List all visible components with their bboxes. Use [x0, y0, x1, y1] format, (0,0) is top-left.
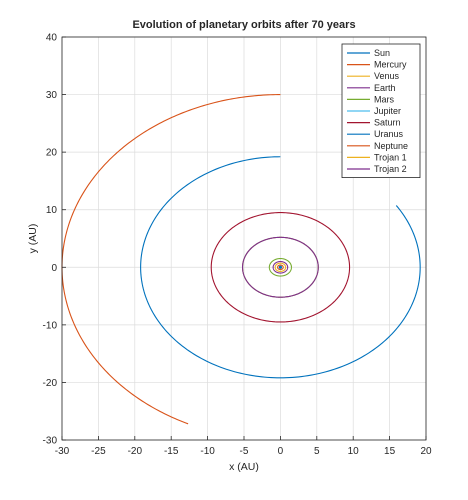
series-uranus	[140, 156, 421, 379]
legend-label-venus: Venus	[374, 71, 400, 81]
series-neptune	[61, 94, 281, 425]
x-tick-label: -10	[200, 446, 215, 457]
legend-label-saturn: Saturn	[374, 118, 401, 128]
y-tick-label: 0	[51, 263, 57, 274]
legend-label-sun: Sun	[374, 48, 390, 58]
series-venus	[274, 262, 287, 272]
chart-title: Evolution of planetary orbits after 70 y…	[132, 19, 355, 31]
x-tick-label: 20	[420, 446, 432, 457]
y-tick-label: -20	[43, 378, 58, 389]
x-tick-label: -25	[91, 446, 106, 457]
y-tick-label: 30	[46, 90, 58, 101]
x-tick-label: 0	[278, 446, 284, 457]
legend-label-mars: Mars	[374, 94, 394, 104]
y-tick-label: 20	[46, 148, 58, 159]
ticks: -30 -25 -20 -15 -10 -5 0 5 10 15 20 -30 -20 -10 0 10 20 3…	[43, 33, 432, 458]
y-tick-label: -10	[43, 320, 58, 331]
series-mars	[268, 257, 293, 277]
legend-label-neptune: Neptune	[374, 141, 408, 151]
y-tick-label: -30	[43, 436, 58, 447]
x-tick-label: 15	[384, 446, 396, 457]
y-tick-label: 10	[46, 205, 58, 216]
y-axis-label: y (AU)	[27, 224, 39, 254]
legend-label-uranus: Uranus	[374, 129, 404, 139]
series-earth	[272, 260, 289, 274]
x-tick-label: -5	[240, 446, 249, 457]
series-sun	[278, 265, 282, 269]
legend-label-trojan-2: Trojan 2	[374, 164, 407, 174]
legend-label-jupiter: Jupiter	[374, 106, 401, 116]
series-saturn	[210, 212, 351, 323]
series-group	[61, 94, 421, 425]
x-tick-label: -30	[55, 446, 70, 457]
legend-label-trojan-1: Trojan 1	[374, 152, 407, 162]
x-tick-label: -15	[164, 446, 179, 457]
x-tick-label: 5	[314, 446, 320, 457]
legend-label-mercury: Mercury	[374, 60, 407, 70]
legend-label-earth: Earth	[374, 83, 396, 93]
x-tick-label: 10	[348, 446, 360, 457]
x-axis-label: x (AU)	[229, 461, 259, 473]
x-tick-label: -20	[128, 446, 143, 457]
series-mercury	[277, 264, 284, 271]
y-tick-label: 40	[46, 33, 58, 44]
series-trojan-2	[241, 236, 319, 298]
